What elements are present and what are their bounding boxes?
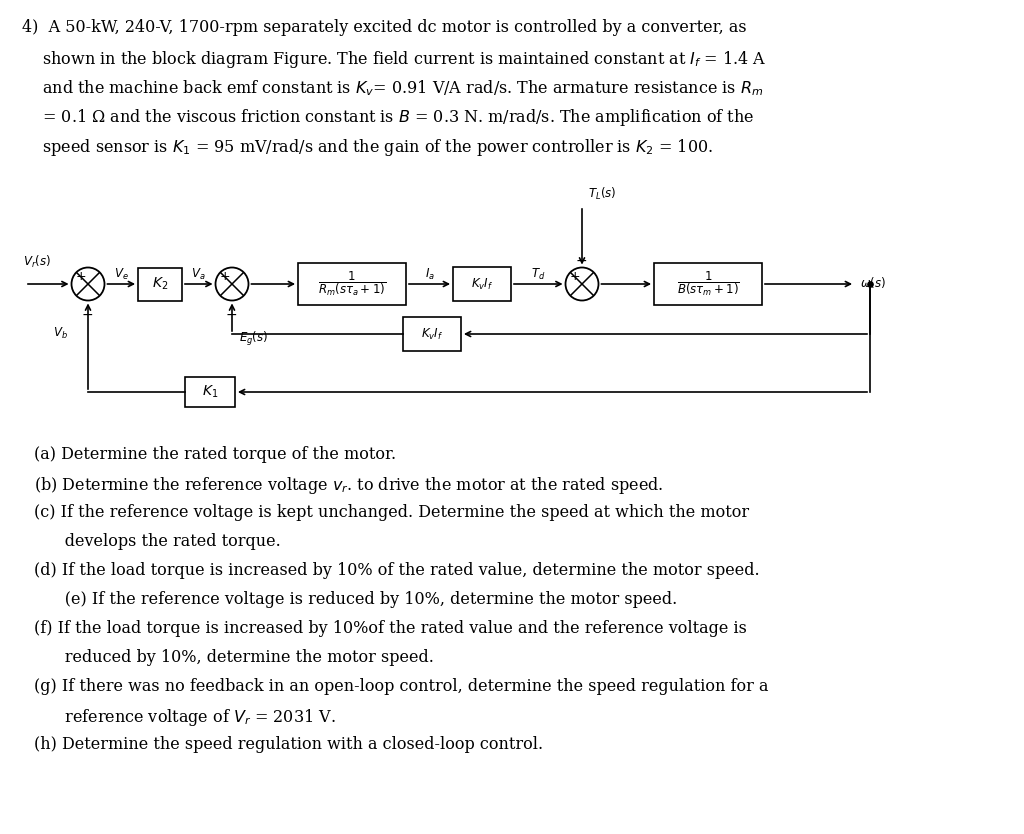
- Bar: [185, 377, 234, 407]
- Text: $-$: $-$: [574, 253, 587, 267]
- Text: reference voltage of $V_r$ = 2031 V.: reference voltage of $V_r$ = 2031 V.: [34, 707, 336, 728]
- Text: $-$: $-$: [225, 307, 238, 320]
- Text: reduced by 10%, determine the motor speed.: reduced by 10%, determine the motor spee…: [34, 649, 434, 666]
- Text: $-$: $-$: [81, 307, 93, 320]
- Text: speed sensor is $K_1$ = 95 mV/rad/s and the gain of the power controller is $K_2: speed sensor is $K_1$ = 95 mV/rad/s and …: [22, 137, 713, 158]
- Text: $I_a$: $I_a$: [425, 266, 434, 282]
- Text: shown in the block diagram Figure. The field current is maintained constant at $: shown in the block diagram Figure. The f…: [22, 48, 767, 69]
- Text: 4)  A 50-kW, 240-V, 1700-rpm separately excited dc motor is controlled by a conv: 4) A 50-kW, 240-V, 1700-rpm separately e…: [22, 19, 746, 36]
- Text: $T_L(s)$: $T_L(s)$: [588, 186, 616, 202]
- Text: (f) If the load torque is increased by 10%of the rated value and the reference v: (f) If the load torque is increased by 1…: [34, 620, 746, 637]
- Text: $\dfrac{1}{R_m(s\tau_a+1)}$: $\dfrac{1}{R_m(s\tau_a+1)}$: [317, 269, 386, 299]
- Text: $K_v I_f$: $K_v I_f$: [421, 326, 443, 342]
- Text: (c) If the reference voltage is kept unchanged. Determine the speed at which the: (c) If the reference voltage is kept unc…: [34, 504, 750, 521]
- Bar: [298, 263, 406, 305]
- Text: $K_1$: $K_1$: [202, 384, 218, 400]
- Bar: [403, 317, 461, 351]
- Bar: [453, 267, 511, 301]
- Text: +: +: [220, 269, 230, 283]
- Text: $K_2$: $K_2$: [152, 276, 168, 292]
- Text: +: +: [569, 269, 581, 283]
- Text: $\omega(s)$: $\omega(s)$: [860, 274, 886, 289]
- Text: $E_g(s)$: $E_g(s)$: [239, 330, 268, 349]
- Text: (a) Determine the rated torque of the motor.: (a) Determine the rated torque of the mo…: [34, 446, 396, 463]
- Text: (d) If the load torque is increased by 10% of the rated value, determine the mot: (d) If the load torque is increased by 1…: [34, 562, 760, 579]
- Bar: [654, 263, 762, 305]
- Text: $K_v I_f$: $K_v I_f$: [471, 276, 494, 292]
- Text: $\dfrac{1}{B(s\tau_m+1)}$: $\dfrac{1}{B(s\tau_m+1)}$: [677, 269, 739, 299]
- Text: (e) If the reference voltage is reduced by 10%, determine the motor speed.: (e) If the reference voltage is reduced …: [34, 591, 677, 608]
- Text: +: +: [76, 269, 86, 283]
- Text: $V_a$: $V_a$: [191, 266, 206, 282]
- Text: and the machine back emf constant is $K_v$= 0.91 V/A rad/s. The armature resista: and the machine back emf constant is $K_…: [22, 78, 763, 98]
- Text: develops the rated torque.: develops the rated torque.: [34, 533, 281, 550]
- Text: $V_e$: $V_e$: [114, 266, 129, 282]
- Text: = 0.1 Ω and the viscous friction constant is $B$ = 0.3 N. m/rad/s. The amplifica: = 0.1 Ω and the viscous friction constan…: [22, 108, 754, 128]
- Text: (b) Determine the reference voltage $v_r$. to drive the motor at the rated speed: (b) Determine the reference voltage $v_r…: [34, 475, 664, 496]
- Bar: [138, 268, 182, 300]
- Text: $V_b$: $V_b$: [52, 326, 68, 341]
- Text: $V_r(s)$: $V_r(s)$: [23, 254, 51, 270]
- Text: (h) Determine the speed regulation with a closed-loop control.: (h) Determine the speed regulation with …: [34, 736, 543, 753]
- Text: (g) If there was no feedback in an open-loop control, determine the speed regula: (g) If there was no feedback in an open-…: [34, 678, 768, 695]
- Text: $T_d$: $T_d$: [531, 266, 546, 282]
